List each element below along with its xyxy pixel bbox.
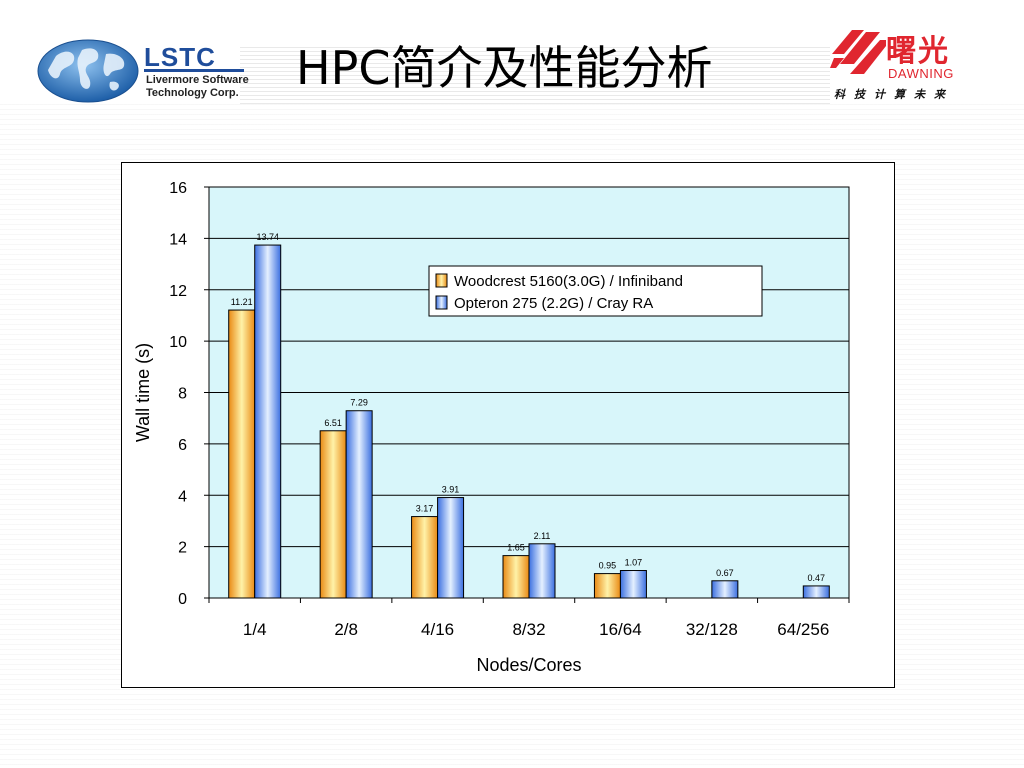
data-label: 3.91 xyxy=(442,485,460,495)
bar xyxy=(254,244,282,599)
data-label: 13.74 xyxy=(256,232,279,242)
data-label: 2.11 xyxy=(534,531,551,541)
x-tick-label: 32/128 xyxy=(686,620,738,639)
dawning-tagline: 科技计算未来 xyxy=(834,88,954,101)
y-tick-label: 0 xyxy=(178,591,187,608)
x-tick-label: 64/256 xyxy=(777,620,829,639)
bar xyxy=(345,410,373,599)
data-label: 1.07 xyxy=(625,558,643,568)
legend-entry: Woodcrest 5160(3.0G) / Infiniband xyxy=(454,273,683,290)
bar xyxy=(319,430,347,599)
bar xyxy=(802,585,830,599)
x-tick-label: 8/32 xyxy=(512,620,545,639)
data-label: 6.51 xyxy=(324,418,342,428)
legend xyxy=(428,265,763,317)
y-axis-label: Wall time (s) xyxy=(133,343,153,442)
y-tick-label: 6 xyxy=(178,437,187,454)
bar xyxy=(593,573,621,599)
lstc-subtitle-line-1: Livermore Software xyxy=(146,74,249,86)
y-tick-label: 10 xyxy=(169,334,187,351)
x-tick-label: 4/16 xyxy=(421,620,454,639)
data-label: 0.47 xyxy=(808,573,826,583)
bar xyxy=(619,570,647,599)
data-label: 0.67 xyxy=(716,568,734,578)
data-label: 1.65 xyxy=(507,543,525,553)
bar xyxy=(437,497,465,599)
x-axis-label: Nodes/Cores xyxy=(476,655,581,675)
bar xyxy=(228,309,256,599)
lstc-subtitle-line-2: Technology Corp. xyxy=(146,87,239,99)
lstc-logo-subtitle: Livermore Software Technology Corp. xyxy=(146,74,249,100)
data-label: 7.29 xyxy=(350,398,368,408)
bar-chart: 0 2 4 6 8 10 12 14 16 11.21 13.74 1/4 6.51 7.29 2/8 3.1… xyxy=(133,180,850,675)
y-tick-label: 4 xyxy=(178,488,187,505)
legend-entry: Opteron 275 (2.2G) / Cray RA xyxy=(454,295,653,312)
legend-swatch xyxy=(435,273,448,288)
globe-icon xyxy=(37,39,139,103)
data-label: 3.17 xyxy=(416,504,434,514)
bar xyxy=(411,516,439,599)
y-tick-label: 8 xyxy=(178,386,187,403)
y-tick-label: 12 xyxy=(169,283,187,300)
dawning-english-name: DAWNING xyxy=(888,66,954,81)
lstc-logo-name: LSTC xyxy=(144,42,216,72)
y-tick-label: 16 xyxy=(169,180,187,197)
dawning-emblem-icon xyxy=(830,30,886,74)
data-label: 11.21 xyxy=(231,297,253,307)
data-label: 0.95 xyxy=(599,561,617,571)
bar xyxy=(528,543,556,599)
x-tick-label: 2/8 xyxy=(334,620,358,639)
bar xyxy=(502,555,530,599)
dawning-logo: 曙光 DAWNING 科技计算未来 xyxy=(830,26,980,106)
title-band xyxy=(240,44,830,104)
lstc-logo-rule xyxy=(144,69,244,72)
y-tick-label: 14 xyxy=(169,231,187,248)
legend-swatch xyxy=(435,295,448,310)
y-tick-label: 2 xyxy=(178,540,187,557)
x-tick-label: 1/4 xyxy=(243,620,267,639)
bar xyxy=(711,580,739,599)
page-title: HPC简介及性能分析 xyxy=(296,41,713,95)
dawning-chinese-name: 曙光 xyxy=(886,34,950,69)
x-tick-label: 16/64 xyxy=(599,620,642,639)
lstc-logo: LSTC Livermore Software Technology Corp. xyxy=(36,36,256,106)
